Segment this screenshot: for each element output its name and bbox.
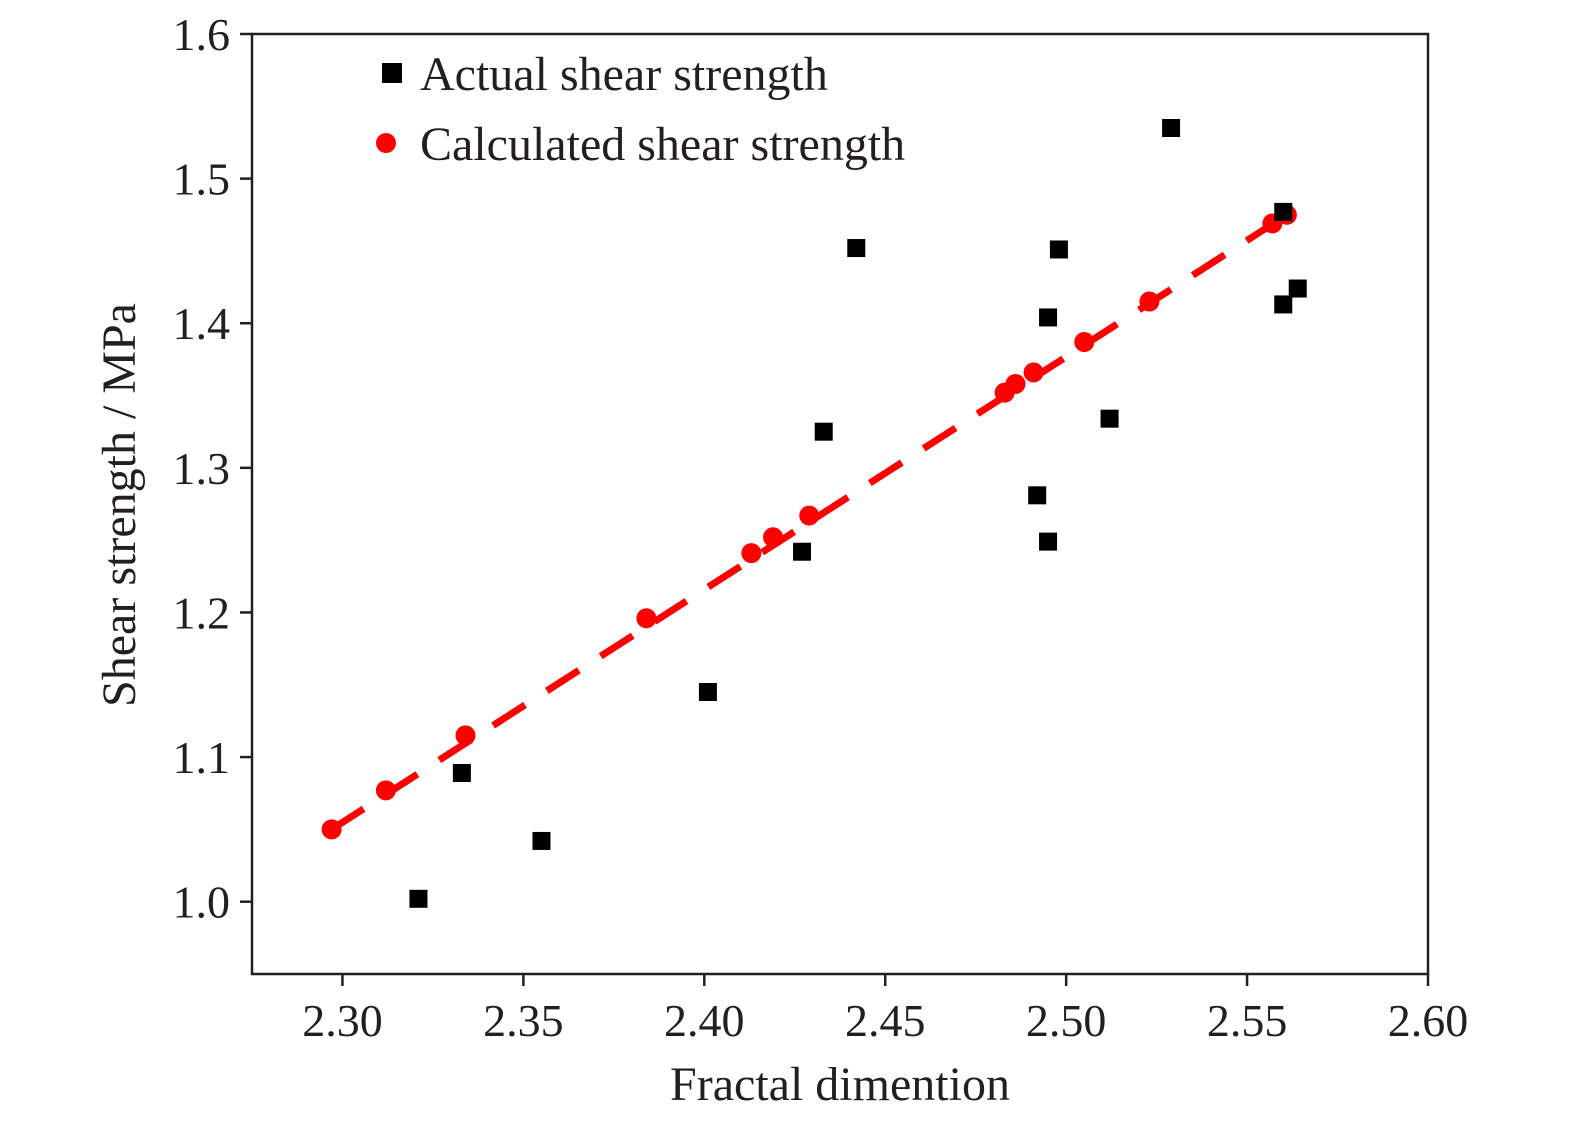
plot-area <box>321 119 1307 908</box>
actual-point <box>409 889 428 908</box>
y-tick-label: 1.4 <box>173 298 231 349</box>
calculated-point <box>763 527 784 548</box>
legend: Actual shear strength Calculated shear s… <box>376 48 905 171</box>
legend-square-marker <box>382 63 402 83</box>
y-tick-label: 1.3 <box>173 443 231 494</box>
actual-point <box>1049 240 1068 259</box>
actual-point <box>532 831 551 850</box>
x-tick-label: 2.30 <box>302 995 383 1046</box>
y-tick-label: 1.6 <box>173 9 231 60</box>
actual-point <box>1039 532 1058 551</box>
actual-point <box>698 683 717 701</box>
y-axis: 1.0 1.1 1.2 1.3 1.4 1.5 1.6 <box>173 9 252 928</box>
actual-point <box>452 763 471 782</box>
plot-frame <box>250 32 1430 976</box>
x-tick-label: 2.45 <box>845 995 926 1046</box>
calculated-point <box>636 608 657 629</box>
calculated-point <box>741 543 762 564</box>
actual-point <box>847 239 866 258</box>
actual-point <box>1039 308 1058 327</box>
actual-point <box>1274 295 1293 314</box>
x-tick-label: 2.60 <box>1388 995 1469 1046</box>
y-tick-label: 1.2 <box>173 587 231 638</box>
actual-point <box>814 422 833 441</box>
calculated-point <box>1023 362 1044 383</box>
calculated-point <box>321 819 342 840</box>
calculated-point <box>1074 332 1095 353</box>
actual-point <box>1288 279 1307 298</box>
x-tick-label: 2.55 <box>1207 995 1288 1046</box>
x-tick-label: 2.50 <box>1026 995 1107 1046</box>
y-axis-label: Shear strength / MPa <box>93 303 146 707</box>
calculated-point <box>1139 291 1160 312</box>
legend-label-calculated: Calculated shear strength <box>420 118 905 171</box>
x-tick-label: 2.40 <box>664 995 745 1046</box>
legend-label-actual: Actual shear strength <box>420 48 828 101</box>
calculated-point <box>455 725 476 746</box>
actual-point <box>1100 409 1119 428</box>
y-tick-label: 1.5 <box>173 154 231 205</box>
x-axis: 2.30 2.35 2.40 2.45 2.50 2.55 2.60 <box>302 974 1468 1046</box>
actual-point <box>1274 202 1293 221</box>
legend-circle-marker <box>376 133 396 153</box>
x-axis-label: Fractal dimention <box>670 1058 1010 1111</box>
actual-point <box>1028 486 1047 505</box>
y-tick-label: 1.1 <box>173 732 231 783</box>
x-tick-label: 2.35 <box>483 995 564 1046</box>
calculated-point <box>375 780 396 801</box>
actual-point <box>1162 119 1181 137</box>
actual-point <box>793 542 812 561</box>
y-tick-label: 1.0 <box>173 877 231 928</box>
calculated-point <box>1005 373 1026 394</box>
calculated-point <box>799 505 820 526</box>
